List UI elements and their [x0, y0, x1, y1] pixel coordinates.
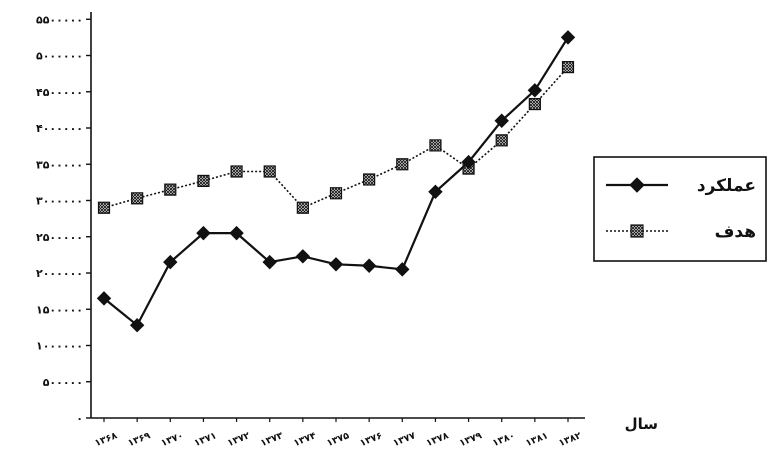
x-tick-label: ۱۳۸۱: [524, 430, 550, 449]
y-tick-label: ۲۰۰۰۰۰۰: [36, 267, 83, 280]
x-tick-label: ۱۳۷۷: [392, 430, 418, 449]
data-point-diamond: [163, 254, 178, 270]
x-tick-label: ۱۳۷۶: [358, 430, 384, 449]
x-axis: ۱۳۶۸ ۱۳۶۹ ۱۳۷۰ ۱۳۷۱ ۱۳۷۲ ۱۳۷۳ ۱۳۷۴ ۱۳۷۵ ۱۳۷۶ ۱۳۷۷…: [91, 417, 585, 449]
legend: عملکرد هدف: [593, 156, 767, 262]
y-tick-label: ۳۰۰۰۰۰۰: [36, 195, 83, 208]
data-point-diamond: [527, 83, 543, 98]
data-point-square: [97, 201, 111, 214]
data-point-diamond: [629, 177, 645, 193]
data-point-diamond: [196, 225, 211, 241]
x-tick-label: ۱۳۶۹: [126, 430, 152, 449]
x-tick-label: ۱۳۷۴: [292, 430, 318, 449]
y-tick-label: ۳۵۰۰۰۰۰: [36, 158, 83, 171]
x-tick-label: ۱۳۷۱: [193, 430, 219, 449]
series-target: [97, 60, 575, 214]
legend-label: هدف: [715, 222, 756, 242]
data-point-diamond: [295, 249, 311, 264]
series-actual: [96, 30, 576, 333]
data-point-square: [329, 187, 343, 200]
data-point-square: [230, 165, 243, 178]
x-tick-label: ۱۳۷۰: [160, 430, 186, 449]
data-point-square: [296, 201, 309, 214]
data-point-diamond: [129, 317, 145, 333]
x-tick-label: ۱۳۷۲: [226, 430, 252, 449]
data-point-diamond: [96, 291, 112, 306]
y-tick-label: ۲۵۰۰۰۰۰: [36, 231, 83, 244]
data-point-square: [131, 192, 144, 205]
data-point-square: [197, 174, 210, 188]
data-point-square: [561, 60, 575, 74]
x-axis-label: سال: [625, 415, 658, 433]
y-tick-label: ۴۰۰۰۰۰۰: [36, 122, 83, 135]
y-tick-label: ۰: [76, 412, 83, 425]
data-point-diamond: [361, 258, 377, 273]
legend-label: عملکرد: [697, 176, 756, 196]
y-tick-label: ۵۰۰۰۰۰۰: [36, 50, 83, 63]
x-tick-label: ۱۳۷۹: [458, 430, 484, 449]
series-line: [103, 36, 569, 327]
y-axis: ۰ ۵۰۰۰۰۰ ۱۰۰۰۰۰۰ ۱۵۰۰۰۰۰ ۲۰۰۰۰۰۰ ۲۵۰۰۰۰۰ ۳۰۰۰۰…: [36, 12, 92, 425]
data-point-diamond: [428, 184, 443, 200]
series-line: [103, 66, 569, 209]
x-tick-label: ۱۳۶۸: [93, 430, 119, 449]
y-tick-label: ۵۰۰۰۰۰: [43, 376, 83, 389]
data-point-square: [164, 183, 177, 196]
data-point-diamond: [395, 262, 410, 277]
data-point-diamond: [494, 113, 509, 128]
x-tick-label: ۱۳۷۳: [259, 430, 285, 449]
data-point-square: [495, 134, 508, 147]
data-point-diamond: [262, 254, 277, 270]
legend-item: هدف: [606, 222, 756, 242]
data-point-diamond: [229, 225, 244, 241]
y-tick-label: ۵۵۰۰۰۰۰: [36, 13, 83, 26]
data-point-diamond: [560, 30, 576, 45]
data-point-square: [363, 173, 376, 186]
data-point-square: [396, 158, 409, 171]
y-tick-label: ۴۵۰۰۰۰۰: [36, 86, 83, 99]
legend-item: عملکرد: [606, 176, 756, 196]
data-point-square: [630, 224, 644, 238]
y-tick-label: ۱۵۰۰۰۰۰: [36, 303, 83, 316]
data-point-square: [263, 165, 276, 178]
y-tick-label: ۱۰۰۰۰۰۰: [36, 340, 83, 353]
data-point-diamond: [461, 154, 476, 170]
data-point-diamond: [328, 257, 344, 272]
series-layer: [96, 30, 576, 333]
data-point-square: [429, 139, 442, 152]
x-tick-label: ۱۳۸۲: [557, 430, 583, 449]
x-tick-label: ۱۳۷۸: [425, 430, 451, 449]
x-tick-label: ۱۳۷۵: [325, 430, 351, 449]
x-tick-label: ۱۳۸۰: [491, 430, 517, 449]
data-point-square: [528, 97, 541, 111]
legend-box: [593, 156, 767, 262]
